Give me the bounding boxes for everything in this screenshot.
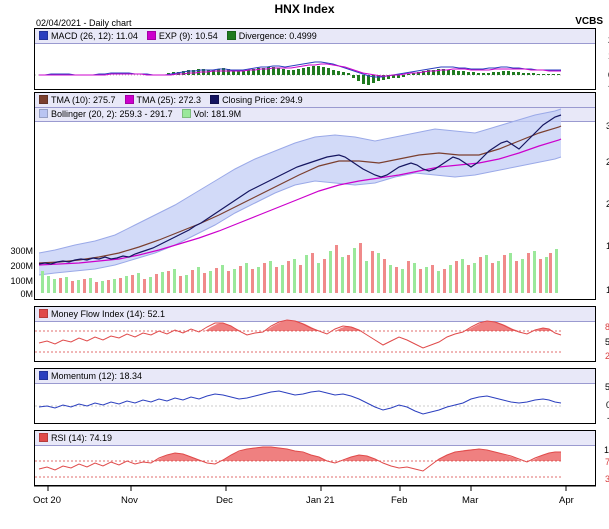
price-ytick-left-300M: 300M (10, 246, 33, 256)
panel-mfi: Money Flow Index (14): 52.1 80 50 20 (34, 306, 609, 362)
legend-swatch-tma10 (39, 95, 48, 104)
price-ytick-right-250: 250 (605, 157, 609, 167)
closing-price-line (38, 114, 562, 265)
legend-swatch-mfi (39, 309, 48, 318)
panel-price: TMA (10): 275.7 TMA (25): 272.3 Closing Pr… (10, 92, 609, 300)
momentum-legend: Momentum (12): 18.34 (35, 369, 595, 384)
xtick-apr: Apr (559, 495, 574, 506)
legend-item-tma25: TMA (25): 272.3 (124, 95, 201, 105)
mfi-legend: Money Flow Index (14): 52.1 (35, 307, 595, 322)
rsi-ytick-100: 100 (603, 445, 609, 455)
bollinger-lower (38, 156, 562, 276)
legend-swatch-close (210, 95, 220, 104)
panel-rsi: RSI (14): 74.19 100 70 30 (34, 430, 609, 486)
macd-ytick-0: 0 (608, 70, 609, 80)
price-ytick-right-100: 100 (605, 285, 609, 295)
rsi-ytick-30: 30 (604, 474, 609, 484)
xtick-feb: Feb (391, 495, 408, 506)
legend-item-exp: EXP (9): 10.54 (146, 31, 218, 41)
rsi-ytick-70: 70 (604, 457, 609, 467)
panel-momentum: Momentum (12): 18.34 50 0 -50 (34, 368, 609, 424)
legend-swatch-momentum (39, 371, 48, 380)
macd-ytick-20: 20 (608, 35, 609, 45)
rsi-plot (35, 446, 563, 478)
legend-item-rsi: RSI (14): 74.19 (39, 433, 112, 443)
legend-swatch-bollinger (39, 109, 48, 118)
mfi-ytick-80: 80 (604, 322, 609, 332)
xtick-oct20: Oct 20 (33, 495, 61, 506)
xtick-dec: Dec (216, 495, 233, 506)
legend-item-mfi: Money Flow Index (14): 52.1 (39, 309, 165, 319)
mfi-ytick-20: 20 (604, 351, 609, 361)
momentum-line (38, 390, 562, 415)
legend-swatch-tma25 (124, 95, 134, 104)
price-ytick-left-0M: 0M (20, 289, 33, 299)
price-ytick-right-200: 200 (605, 199, 609, 209)
mfi-line (38, 319, 562, 349)
price-ytick-right-150: 150 (605, 241, 609, 251)
legend-swatch-macd (39, 31, 48, 40)
panel-macd: MACD (26, 12): 11.04 EXP (9): 10.54 Diverg… (34, 28, 609, 91)
price-ytick-right-300: 300 (605, 121, 609, 131)
macd-plot (35, 61, 563, 85)
price-ytick-left-100M: 100M (10, 276, 33, 286)
price-legend-row1: TMA (10): 275.7 TMA (25): 272.3 Closing Pr… (35, 93, 595, 108)
bollinger-band (39, 109, 561, 275)
macd-line (39, 61, 561, 78)
price-ytick-left-200M: 200M (10, 261, 33, 271)
exp-line (39, 63, 561, 77)
bollinger-upper (38, 108, 562, 254)
macd-ytick-10: 10 (608, 51, 609, 61)
rsi-line (38, 446, 561, 472)
x-axis-ticks (34, 486, 596, 491)
legend-item-closing-price: Closing Price: 294.9 (210, 95, 303, 105)
xtick-mar: Mar (462, 495, 479, 506)
legend-swatch-volume (181, 109, 191, 118)
xtick-jan21: Jan 21 (306, 495, 335, 506)
legend-swatch-rsi (39, 433, 48, 442)
momentum-plot (35, 390, 563, 415)
chart-subtitle: 02/04/2021 - Daily chart (36, 18, 132, 28)
legend-swatch-divergence (226, 31, 236, 40)
rsi-legend: RSI (14): 74.19 (35, 431, 595, 446)
macd-ytick-neg10: -10 (608, 81, 609, 91)
mfi-plot (35, 319, 563, 353)
legend-item-divergence: Divergence: 0.4999 (226, 31, 317, 41)
mfi-overbought-fill (205, 320, 553, 331)
price-legend-row2: Bollinger (20, 2): 259.3 - 291.7 Vol: 181… (35, 108, 595, 122)
mfi-ytick-50: 50 (604, 337, 609, 347)
legend-swatch-exp (146, 31, 156, 40)
page-title: HNX Index (274, 2, 335, 16)
tma10-line (38, 125, 562, 264)
volume-bars (41, 243, 558, 293)
momentum-ytick-50: 50 (604, 382, 609, 392)
momentum-ytick-0: 0 (605, 400, 609, 410)
legend-item-volume: Vol: 181.9M (181, 109, 241, 119)
legend-item-macd: MACD (26, 12): 11.04 (39, 31, 138, 41)
xtick-nov: Nov (121, 495, 138, 506)
rsi-overbought-fill (155, 447, 561, 461)
legend-item-tma10: TMA (10): 275.7 (39, 95, 116, 105)
momentum-ytick-neg50: -50 (607, 413, 609, 423)
legend-item-bollinger: Bollinger (20, 2): 259.3 - 291.7 (39, 109, 173, 119)
legend-item-momentum: Momentum (12): 18.34 (39, 371, 142, 381)
macd-legend: MACD (26, 12): 11.04 EXP (9): 10.54 Diverg… (35, 29, 595, 44)
price-plot (38, 108, 562, 293)
watermark-vcbs: VCBS (575, 16, 603, 27)
